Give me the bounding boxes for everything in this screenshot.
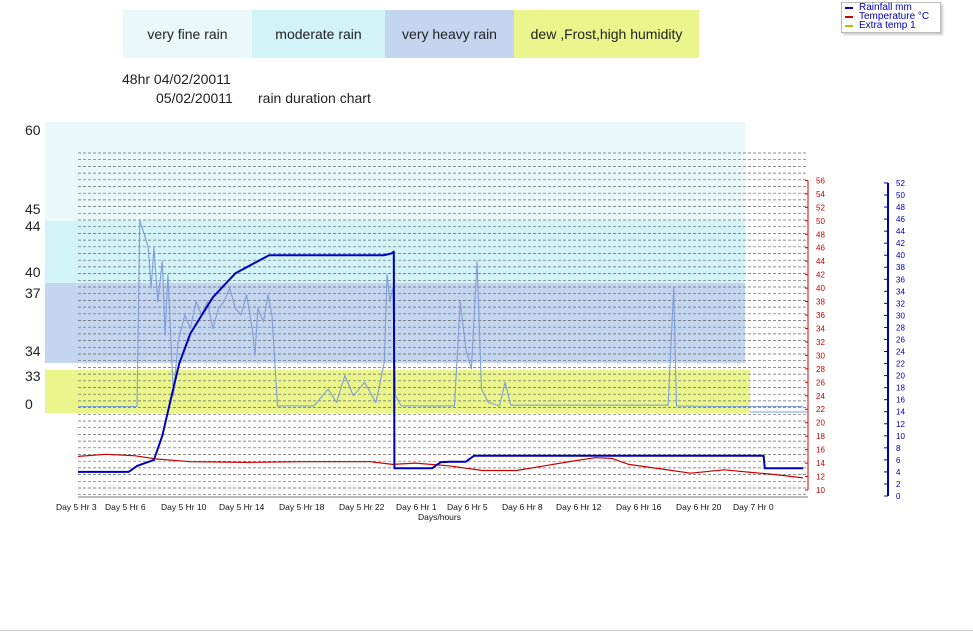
rainfall-tick-label: 30 [896, 311, 905, 320]
rainfall-tick-label: 34 [896, 287, 905, 296]
temperature-tick-label: 48 [816, 230, 825, 239]
chart-date-line-1: 48hr 04/02/20011 [122, 71, 231, 87]
rainfall-tick-label: 10 [896, 432, 905, 441]
bottom-divider [0, 630, 973, 631]
temperature-swatch-icon [845, 15, 853, 18]
series-legend: Rainfall mm Temperature °C Extra temp 1 [841, 2, 941, 33]
series-extra-temp- [78, 220, 803, 408]
band-label: 34 [25, 343, 41, 359]
rainfall-tick-label: 46 [896, 215, 905, 224]
legend-very-fine-rain: very fine rain [123, 10, 252, 58]
legend-moderate-rain: moderate rain [252, 10, 385, 58]
temperature-tick-label: 56 [816, 176, 825, 185]
temperature-tick-label: 26 [816, 378, 825, 387]
temperature-tick-label: 20 [816, 419, 825, 428]
series-legend-label: Rainfall mm [859, 2, 912, 13]
rainfall-swatch-icon [845, 6, 853, 9]
temperature-tick-label: 10 [816, 486, 825, 495]
rainfall-tick-label: 12 [896, 420, 905, 429]
x-tick-label: Day 6 Hr 1 [396, 502, 437, 512]
temperature-tick-label: 14 [816, 459, 825, 468]
rainfall-tick-label: 28 [896, 323, 905, 332]
temperature-tick-label: 42 [816, 271, 825, 280]
chart-caption: rain duration chart [258, 90, 371, 106]
band-0 [45, 122, 745, 221]
temperature-tick-label: 52 [816, 203, 825, 212]
rainfall-tick-label: 44 [896, 227, 905, 236]
rainfall-tick-label: 24 [896, 348, 905, 357]
temperature-tick-label: 32 [816, 338, 825, 347]
rainfall-tick-label: 2 [896, 480, 901, 489]
rainfall-tick-label: 50 [896, 191, 905, 200]
temperature-tick-label: 44 [816, 257, 825, 266]
rainfall-tick-label: 40 [896, 251, 905, 260]
x-tick-label: Day 5 Hr 3 [56, 502, 97, 512]
temperature-tick-label: 38 [816, 298, 825, 307]
temperature-tick-label: 50 [816, 217, 825, 226]
rainfall-tick-label: 6 [896, 456, 901, 465]
chart-date-line-2: 05/02/20011 [156, 90, 233, 106]
rainfall-tick-label: 26 [896, 335, 905, 344]
series-legend-label: Extra temp 1 [859, 20, 916, 31]
temperature-tick-label: 40 [816, 284, 825, 293]
temperature-tick-label: 12 [816, 473, 825, 482]
legend-dew-frost-humidity: dew ,Frost,high humidity [514, 10, 699, 58]
rainfall-tick-label: 0 [896, 492, 901, 501]
rainfall-tick-label: 4 [896, 468, 901, 477]
series-legend-label: Temperature °C [859, 11, 930, 22]
rainfall-tick-label: 36 [896, 275, 905, 284]
rainfall-tick-label: 14 [896, 408, 905, 417]
rainfall-tick-label: 20 [896, 372, 905, 381]
x-tick-label: Day 5 Hr 6 [105, 502, 146, 512]
x-tick-label: Day 5 Hr 10 [161, 502, 207, 512]
series-legend-rainfall: Rainfall mm [842, 2, 940, 13]
temperature-tick-label: 28 [816, 365, 825, 374]
x-axis-title: Days/hours [418, 512, 461, 522]
extra-temp-swatch-icon [845, 24, 853, 27]
x-tick-label: Day 6 Hr 20 [676, 502, 722, 512]
band-1 [45, 221, 745, 283]
band-gap [745, 122, 750, 222]
rainfall-tick-label: 32 [896, 299, 905, 308]
legend-very-heavy-rain: very heavy rain [385, 10, 514, 58]
rainfall-tick-label: 22 [896, 360, 905, 369]
temperature-tick-label: 24 [816, 392, 825, 401]
band-3 [45, 370, 750, 413]
rainfall-tick-label: 38 [896, 263, 905, 272]
series-temperature-c [77, 453, 804, 479]
rainfall-tick-label: 48 [896, 203, 905, 212]
temperature-tick-label: 34 [816, 324, 825, 333]
x-tick-label: Day 6 Hr 12 [556, 502, 602, 512]
rainfall-tick-label: 8 [896, 444, 901, 453]
series-legend-extra-temp: Extra temp 1 [842, 20, 940, 31]
band-label: 37 [25, 285, 41, 301]
rainfall-tick-label: 42 [896, 239, 905, 248]
x-tick-label: Day 6 Hr 8 [502, 502, 543, 512]
band-label: 45 [25, 201, 41, 217]
x-tick-label: Day 7 Hr 0 [733, 502, 774, 512]
x-tick-label: Day 5 Hr 14 [219, 502, 265, 512]
band-label: 60 [25, 122, 41, 138]
band-label: 0 [25, 396, 33, 412]
rainfall-tick-label: 16 [896, 396, 905, 405]
rainfall-tick-label: 18 [896, 384, 905, 393]
x-tick-label: Day 6 Hr 16 [616, 502, 662, 512]
temperature-tick-label: 30 [816, 351, 825, 360]
x-tick-label: Day 6 Hr 5 [447, 502, 488, 512]
temperature-tick-label: 54 [816, 190, 825, 199]
x-tick-label: Day 5 Hr 22 [339, 502, 385, 512]
temperature-tick-label: 18 [816, 432, 825, 441]
rainfall-tick-label: 52 [896, 179, 905, 188]
series-legend-temperature: Temperature °C [842, 11, 940, 22]
series-rainfall-mm [78, 250, 803, 473]
band-label: 33 [25, 368, 41, 384]
temperature-tick-label: 16 [816, 446, 825, 455]
band-label: 40 [25, 264, 41, 280]
temperature-tick-label: 22 [816, 405, 825, 414]
band-label: 44 [25, 218, 41, 234]
temperature-tick-label: 36 [816, 311, 825, 320]
x-tick-label: Day 5 Hr 18 [279, 502, 325, 512]
temperature-tick-label: 46 [816, 244, 825, 253]
